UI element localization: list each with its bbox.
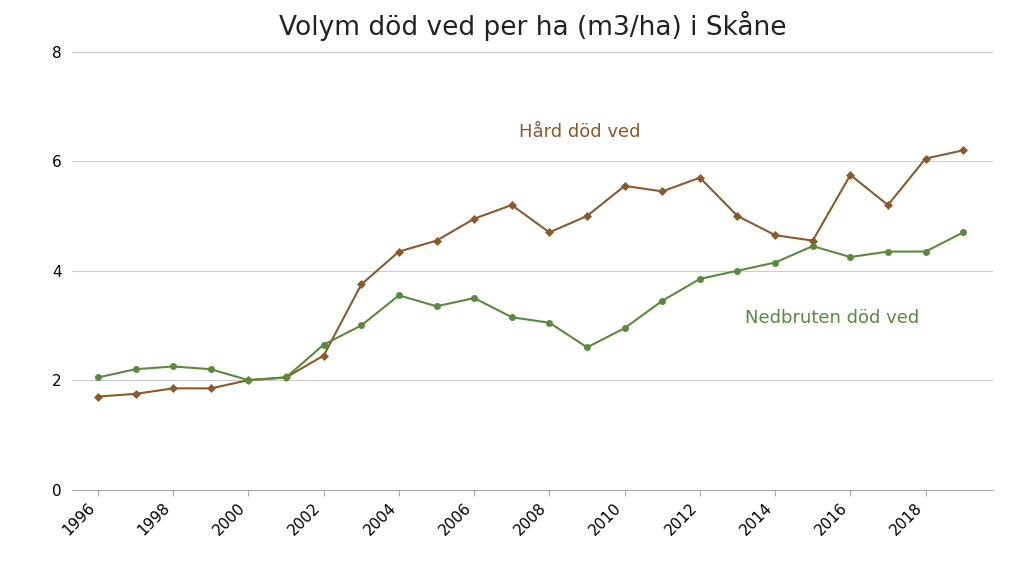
Text: Hård död ved: Hård död ved: [519, 123, 641, 141]
Text: Nedbruten död ved: Nedbruten död ved: [745, 309, 920, 327]
Title: Volym död ved per ha (m3/ha) i Skåne: Volym död ved per ha (m3/ha) i Skåne: [279, 11, 786, 41]
